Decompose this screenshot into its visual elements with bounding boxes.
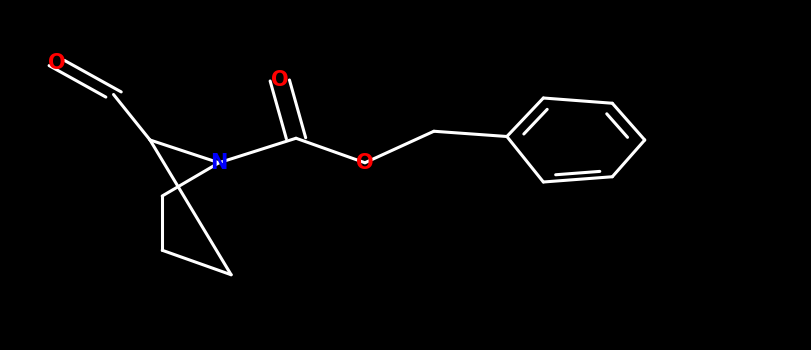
Text: O: O bbox=[48, 53, 66, 73]
Text: N: N bbox=[210, 153, 228, 173]
Text: O: O bbox=[356, 153, 374, 173]
Text: O: O bbox=[271, 70, 289, 91]
